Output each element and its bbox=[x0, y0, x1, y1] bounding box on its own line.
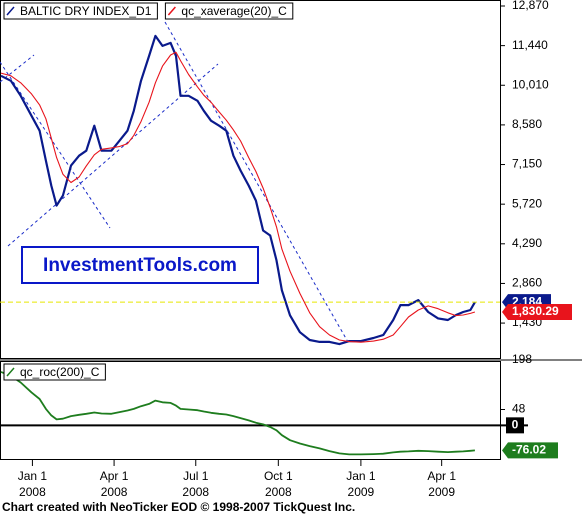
x-tick-label: Jul 1 bbox=[183, 469, 209, 483]
legend-item: BALTIC DRY INDEX_D1 bbox=[3, 2, 158, 20]
last-value-tag bbox=[502, 303, 572, 320]
series-line bbox=[0, 34, 476, 346]
legend-label: BALTIC DRY INDEX_D1 bbox=[20, 4, 152, 18]
x-tick-label: Oct 1 bbox=[264, 469, 293, 483]
y-tick-label: 7,150 bbox=[512, 157, 542, 171]
last-value-label: -76.02 bbox=[512, 443, 546, 457]
legend-box bbox=[3, 2, 158, 20]
x-tick-year: 2009 bbox=[348, 485, 375, 499]
y-tick-label: 12,870 bbox=[512, 0, 549, 12]
y-tick-label: 10,010 bbox=[512, 77, 549, 91]
x-tick-year: 2008 bbox=[265, 485, 292, 499]
trend-line bbox=[7, 63, 219, 247]
y-tick-label: 4,290 bbox=[512, 236, 542, 250]
trend-line bbox=[164, 21, 349, 343]
y-tick-label: 8,580 bbox=[512, 117, 542, 131]
legend-swatch bbox=[6, 6, 15, 16]
watermark: InvestmentTools.com bbox=[43, 255, 237, 276]
x-tick-label: Apr 1 bbox=[100, 469, 129, 483]
x-tick-year: 2008 bbox=[101, 485, 128, 499]
legend-box bbox=[164, 2, 294, 20]
x-tick-label: Apr 1 bbox=[427, 469, 456, 483]
zero-tag bbox=[506, 417, 524, 434]
watermark-box bbox=[21, 246, 259, 284]
y-tick-label: 5,720 bbox=[512, 196, 542, 210]
upper-panel-frame bbox=[0, 0, 501, 359]
zero-tag-label: 0 bbox=[512, 418, 519, 432]
legend-item: qc_roc(200)_C bbox=[3, 363, 106, 381]
legend-item: qc_xaverage(20)_C bbox=[164, 2, 294, 20]
y-tick-label: 11,440 bbox=[512, 38, 548, 52]
series-line bbox=[0, 51, 476, 343]
y-tick-label: 198 bbox=[512, 352, 532, 366]
y-tick-label: 48 bbox=[512, 402, 526, 416]
x-tick-year: 2009 bbox=[428, 485, 455, 499]
x-tick-year: 2008 bbox=[19, 485, 46, 499]
legend-swatch bbox=[167, 6, 176, 16]
footer: Chart created with NeoTicker EOD © 1998-… bbox=[2, 500, 355, 514]
last-value-tag bbox=[502, 442, 558, 459]
x-tick-year: 2008 bbox=[182, 485, 209, 499]
lower-panel-frame bbox=[0, 361, 501, 460]
legend-swatch bbox=[6, 367, 15, 377]
legend-label: qc_xaverage(20)_C bbox=[181, 4, 287, 18]
x-tick-label: Jan 1 bbox=[18, 469, 48, 483]
y-tick-label: 2,860 bbox=[512, 276, 542, 290]
legend-box bbox=[3, 363, 106, 381]
x-tick-label: Jan 1 bbox=[346, 469, 376, 483]
last-value-label: 1,830.29 bbox=[512, 304, 559, 318]
legend-label: qc_roc(200)_C bbox=[20, 365, 100, 379]
series-line bbox=[0, 371, 475, 456]
